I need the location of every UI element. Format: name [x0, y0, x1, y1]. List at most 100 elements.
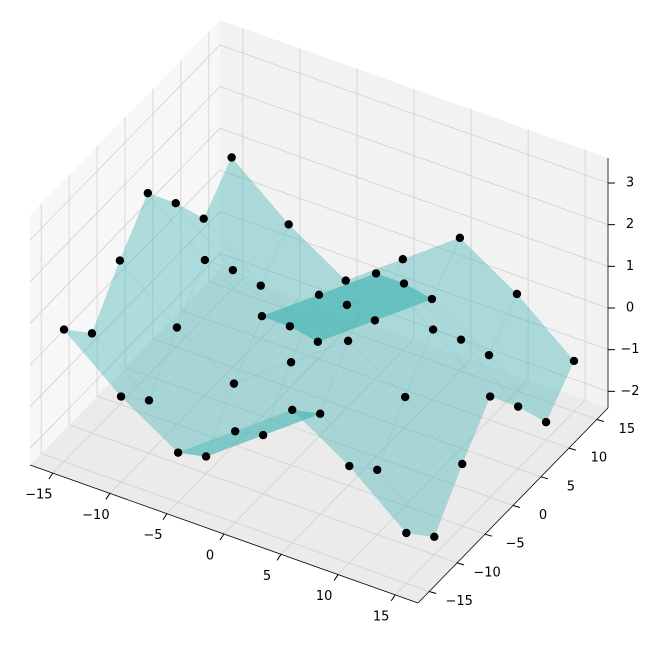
data-point	[398, 255, 408, 264]
x-tick-label: 5	[263, 569, 271, 584]
data-point	[400, 392, 410, 402]
grid-line	[152, 338, 542, 478]
data-point	[315, 409, 325, 418]
data-point	[456, 335, 466, 344]
grid-line	[29, 44, 221, 241]
y-tick	[596, 418, 604, 422]
data-point	[258, 430, 268, 440]
data-point	[200, 255, 210, 265]
grid-line	[219, 127, 609, 267]
y-tick	[540, 476, 549, 480]
data-point	[87, 329, 97, 338]
data-point	[430, 532, 439, 542]
data-point	[144, 396, 154, 405]
y-tick	[429, 591, 437, 595]
grid-line	[68, 424, 458, 564]
z-tick-label: 3	[626, 176, 634, 191]
x-tick	[390, 594, 396, 602]
x-tick	[219, 533, 225, 541]
grid-line	[219, 86, 609, 226]
y-tick-label: 10	[591, 451, 608, 466]
data-point	[541, 417, 551, 427]
x-tick	[162, 513, 168, 520]
z-tick-label: 0	[626, 301, 634, 316]
data-point	[343, 336, 353, 346]
data-point	[288, 405, 297, 415]
data-point	[399, 279, 409, 288]
data-point	[230, 427, 240, 436]
y-tick	[568, 447, 577, 451]
grid-line	[29, 253, 221, 449]
grid-line	[124, 367, 514, 506]
data-point	[569, 356, 579, 366]
data-point	[455, 233, 465, 243]
z-tick-label: −2	[620, 384, 639, 399]
data-point	[484, 350, 494, 360]
x-tick-label: −10	[82, 508, 109, 523]
data-point	[370, 316, 380, 325]
grid-line	[41, 453, 430, 592]
grid-line	[208, 281, 597, 420]
data-point	[286, 358, 296, 367]
x-tick-label: 15	[373, 609, 390, 624]
data-point	[345, 461, 354, 471]
data-point	[458, 459, 467, 469]
data-point	[227, 153, 236, 162]
x-tick	[48, 472, 54, 480]
data-point	[428, 325, 438, 334]
data-point	[172, 323, 182, 332]
data-point	[228, 265, 238, 275]
y-tick-label: 15	[619, 422, 636, 437]
data-point	[201, 452, 211, 461]
data-point	[513, 402, 523, 411]
data-point	[373, 465, 382, 475]
z-tick-label: −1	[620, 342, 639, 357]
x-tick	[105, 493, 111, 500]
data-point	[116, 392, 126, 401]
data-point	[115, 256, 125, 265]
grid-line	[180, 309, 570, 449]
grid-line	[29, 86, 221, 282]
data-point	[173, 448, 183, 457]
axis-line	[29, 464, 419, 604]
grid-line	[219, 44, 609, 184]
data-point	[229, 379, 239, 388]
y-tick-label: 0	[539, 508, 547, 523]
axis-line	[417, 407, 609, 604]
y-tick-label: −10	[473, 565, 500, 580]
grid-line	[29, 211, 221, 407]
x-tick	[333, 574, 339, 581]
data-point	[313, 337, 323, 346]
data-point	[143, 188, 153, 198]
grid-line	[29, 128, 221, 324]
x-tick-label: −15	[25, 488, 52, 503]
data-point	[285, 322, 295, 331]
data-point	[402, 528, 411, 538]
grid-line	[96, 395, 486, 535]
y-tick	[456, 562, 465, 566]
x-tick-label: 10	[316, 589, 333, 604]
y-tick	[484, 533, 493, 537]
x-tick-label: 0	[206, 549, 214, 564]
grid-line	[219, 211, 609, 351]
y-tick-label: −5	[505, 537, 524, 552]
data-point	[485, 392, 495, 401]
data-point	[512, 289, 522, 299]
x-tick	[276, 554, 282, 561]
data-point	[341, 276, 350, 285]
grid-line	[219, 169, 609, 309]
data-point	[371, 269, 381, 278]
data-point	[284, 220, 293, 229]
data-point	[427, 294, 437, 304]
data-point	[59, 325, 69, 334]
data-point	[199, 214, 208, 223]
z-tick-label: 1	[626, 259, 634, 274]
y-tick-label: 5	[567, 479, 575, 494]
x-tick-label: −5	[143, 528, 162, 543]
data-point	[257, 312, 267, 321]
grid-line	[219, 252, 609, 392]
z-tick-label: 2	[626, 217, 634, 232]
data-point	[171, 198, 180, 208]
data-point	[256, 281, 265, 290]
